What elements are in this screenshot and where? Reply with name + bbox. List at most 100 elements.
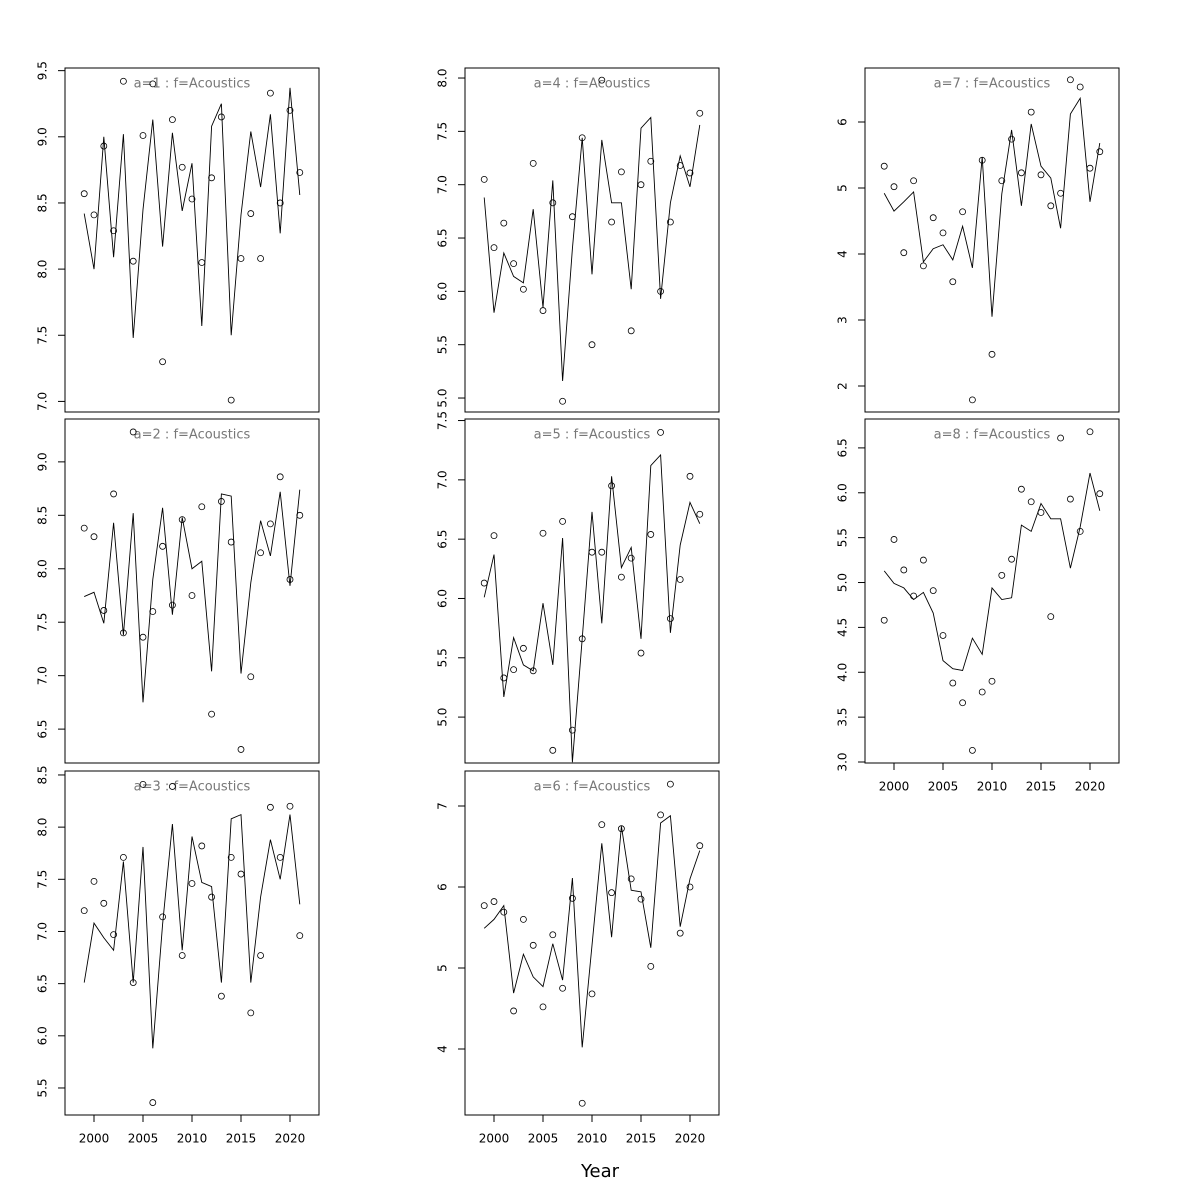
- data-point: [500, 908, 508, 916]
- data-point: [1047, 613, 1055, 621]
- data-point: [129, 428, 137, 436]
- y-tick-label: 8.0: [36, 260, 50, 279]
- data-point: [520, 285, 527, 293]
- data-point: [1027, 108, 1035, 116]
- data-point: [510, 260, 518, 268]
- y-tick-label: 5.5: [436, 335, 450, 354]
- data-point: [666, 218, 674, 226]
- y-tick-label: 5.5: [436, 648, 450, 667]
- data-point: [598, 76, 606, 84]
- fitted-line: [483, 814, 701, 1048]
- data-point: [880, 162, 888, 170]
- data-point: [569, 726, 576, 734]
- data-point: [178, 516, 186, 523]
- data-point: [578, 1099, 586, 1107]
- data-point: [988, 350, 996, 358]
- data-point: [247, 1009, 255, 1017]
- y-tick-label: 8.0: [36, 559, 50, 578]
- y-tick-label: 7.0: [36, 922, 50, 941]
- data-point: [1017, 485, 1025, 493]
- data-point: [998, 177, 1006, 185]
- x-axis-label: Year: [580, 1161, 620, 1182]
- data-point: [490, 244, 498, 252]
- data-point: [266, 803, 274, 811]
- data-point: [110, 931, 118, 939]
- data-point: [247, 673, 255, 681]
- y-tick-label: 5: [436, 964, 450, 972]
- data-point: [617, 168, 625, 176]
- data-point: [286, 802, 294, 810]
- y-tick-label: 7.5: [36, 870, 50, 889]
- y-tick-label: 7.0: [36, 392, 50, 411]
- y-tick-label: 5.5: [36, 1078, 50, 1097]
- plot-frame: [64, 770, 320, 1116]
- y-tick-label: 5: [836, 184, 850, 192]
- x-tick-label: 2010: [577, 1132, 608, 1146]
- data-point: [686, 883, 694, 891]
- plot-frame: [64, 418, 320, 764]
- data-point: [296, 932, 304, 940]
- data-point: [627, 875, 635, 883]
- data-point: [188, 592, 196, 599]
- x-tick-label: 2000: [879, 780, 910, 794]
- panel-title: a=8 : f=Acoustics: [934, 428, 1051, 443]
- data-point: [920, 556, 927, 564]
- data-point: [90, 211, 98, 219]
- fitted-line: [883, 96, 1101, 317]
- panel-title: a=6 : f=Acoustics: [534, 780, 651, 795]
- data-point: [1057, 434, 1064, 442]
- panel-title: a=5 : f=Acoustics: [534, 428, 651, 443]
- fitted-line: [83, 87, 301, 338]
- data-point: [529, 941, 537, 949]
- y-tick-label: 5.0: [836, 573, 850, 592]
- data-point: [139, 132, 147, 139]
- data-point: [227, 538, 235, 546]
- data-point: [266, 520, 274, 528]
- data-point: [1076, 527, 1084, 535]
- plot-frame: [864, 418, 1120, 764]
- data-point: [178, 952, 186, 959]
- data-point: [647, 157, 655, 165]
- data-point: [617, 825, 625, 833]
- data-point: [1096, 148, 1104, 156]
- data-point: [998, 571, 1006, 579]
- data-point: [237, 870, 245, 878]
- y-tick-label: 5.0: [436, 708, 450, 727]
- y-tick-label: 5.0: [436, 388, 450, 407]
- data-point: [149, 80, 157, 88]
- data-point: [139, 633, 147, 641]
- data-point: [627, 554, 635, 562]
- data-point: [188, 195, 196, 203]
- data-point: [100, 899, 108, 907]
- data-point: [666, 615, 674, 623]
- data-point: [588, 548, 596, 556]
- data-point: [247, 210, 255, 217]
- data-point: [500, 219, 508, 227]
- data-point: [198, 503, 206, 511]
- data-point: [608, 218, 615, 226]
- y-tick-label: 4.0: [836, 663, 850, 682]
- data-point: [296, 169, 304, 176]
- data-point: [608, 889, 615, 897]
- data-point: [529, 159, 537, 167]
- data-point: [969, 396, 976, 404]
- fitted-line: [84, 489, 301, 703]
- y-tick-label: 6.5: [836, 438, 850, 457]
- y-tick-label: 7.0: [436, 470, 450, 489]
- data-point: [969, 746, 976, 754]
- data-point: [657, 811, 664, 819]
- data-point: [1008, 135, 1015, 143]
- y-tick-label: 7: [436, 802, 450, 810]
- data-point: [159, 358, 167, 366]
- data-point: [90, 533, 98, 541]
- data-point: [1008, 555, 1015, 563]
- y-tick-label: 8.5: [36, 765, 50, 784]
- data-point: [80, 524, 88, 532]
- data-point: [257, 255, 264, 262]
- data-point: [910, 177, 918, 185]
- data-point: [959, 699, 967, 707]
- data-point: [80, 190, 88, 198]
- data-point: [208, 893, 215, 901]
- data-point: [286, 106, 294, 114]
- y-tick-label: 9.5: [36, 61, 50, 80]
